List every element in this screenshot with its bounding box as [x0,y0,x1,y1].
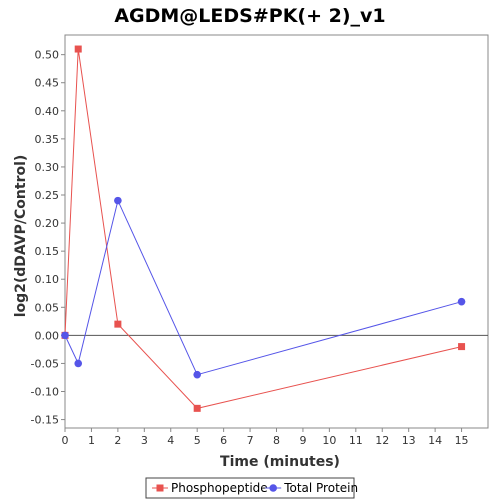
x-axis-label: Time (minutes) [220,454,340,470]
data-point [193,404,201,412]
x-tick-label: 12 [375,434,389,447]
data-point [193,370,201,379]
y-tick-label: 0.30 [35,161,60,174]
x-tick-label: 15 [455,434,469,447]
y-tick-label: 0.50 [35,49,60,62]
data-point [74,359,83,368]
x-tick-label: 13 [402,434,416,447]
y-axis-label: log2(dDAVP/Control) [13,155,29,318]
x-tick-label: 2 [114,434,121,447]
x-tick-label: 1 [88,434,95,447]
legend: Phosphopeptide Total Protein [145,477,358,499]
legend-marker [269,484,278,492]
x-tick-label: 10 [322,434,336,447]
x-tick-label: 3 [141,434,148,447]
data-point [61,331,69,340]
x-tick-label: 0 [62,434,69,447]
x-tick-label: 8 [273,434,280,447]
legend-label: Phosphopeptide [171,481,268,495]
legend-marker [156,484,164,492]
x-tick-label: 11 [349,434,363,447]
y-tick-label: 0.45 [35,77,60,90]
y-tick-label: -0.10 [31,386,59,399]
data-point [457,297,466,306]
chart-title: AGDM@LEDS#PK(+ 2)_v1 [114,5,385,27]
x-tick-label: 5 [194,434,201,447]
data-point [74,45,82,53]
y-tick-label: 0.25 [35,189,60,202]
plot-area: -0.15 -0.10 -0.05 0.00 0.05 0.10 0.15 0.20 0.25 0… [31,34,489,447]
y-tick-label: 0.35 [35,133,60,146]
x-tick-label: 6 [220,434,227,447]
y-tick-label: 0.20 [35,217,60,230]
x-tick-label: 9 [299,434,306,447]
y-tick-label: 0.15 [35,245,60,258]
data-point [114,320,122,328]
legend-box [145,477,355,499]
x-tick-label: 4 [167,434,174,447]
data-point [458,343,466,351]
y-tick-label: 0.05 [35,301,60,314]
y-tick-label: 0.00 [35,329,60,342]
legend-label: Total Protein [283,481,358,495]
data-point [114,196,122,205]
x-tick-label: 14 [428,434,442,447]
y-tick-label: 0.10 [35,273,60,286]
x-tick-label: 7 [247,434,254,447]
y-tick-label: -0.05 [31,357,59,370]
y-tick-label: 0.40 [35,105,60,118]
y-tick-label: -0.15 [31,414,59,427]
